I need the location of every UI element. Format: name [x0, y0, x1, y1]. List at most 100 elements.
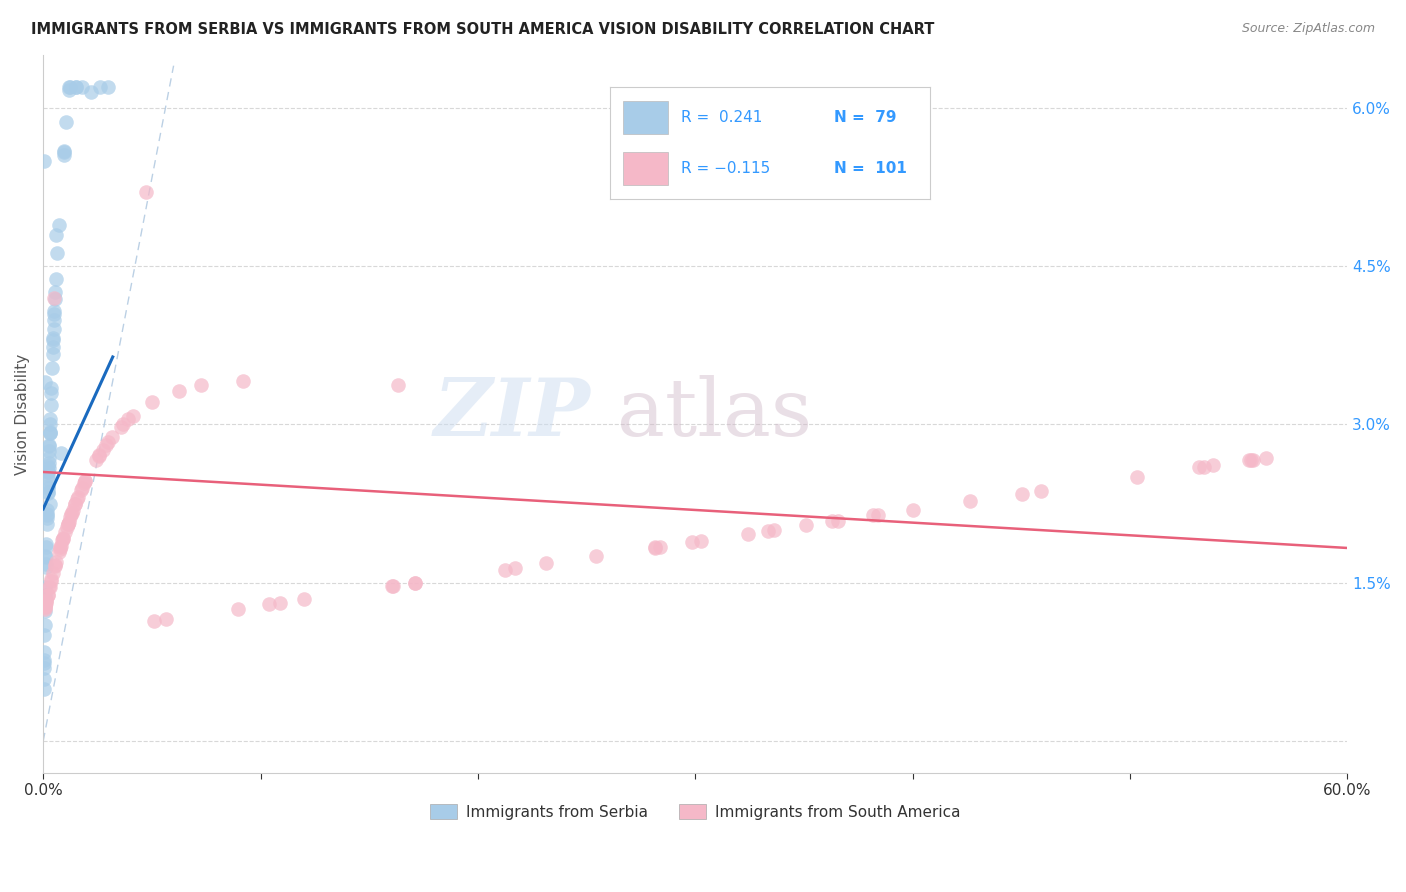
Point [381, 579, 404, 593]
Point [35, 550, 58, 565]
Point [42, 313, 65, 327]
Point [65, 79, 87, 94]
Point [62, 503, 84, 517]
Point [503, 561, 526, 575]
Point [1241, 452, 1264, 467]
Point [58, 79, 80, 94]
Point [292, 592, 315, 607]
Point [142, 614, 165, 628]
Point [37, 507, 59, 521]
Point [32, 653, 55, 667]
Point [37, 508, 59, 523]
Point [58, 515, 80, 529]
Point [46, 245, 69, 260]
Point [58, 83, 80, 97]
Point [190, 378, 212, 392]
Point [1202, 458, 1225, 473]
Point [37, 472, 59, 486]
Point [37, 468, 59, 483]
Point [63, 497, 86, 511]
Point [35, 557, 58, 571]
Point [39, 574, 62, 589]
Point [39, 386, 62, 401]
Point [44, 285, 66, 300]
Point [1029, 483, 1052, 498]
Point [827, 514, 849, 528]
Point [56, 516, 79, 531]
Point [32, 673, 55, 687]
Text: IMMIGRANTS FROM SERBIA VS IMMIGRANTS FROM SOUTH AMERICA VISION DISABILITY CORREL: IMMIGRANTS FROM SERBIA VS IMMIGRANTS FRO… [31, 22, 935, 37]
Point [48, 545, 70, 559]
Point [37, 458, 59, 473]
Point [52, 148, 75, 162]
Point [49, 539, 72, 553]
Point [1237, 453, 1260, 467]
Point [32, 681, 55, 696]
Point [70, 481, 93, 495]
Point [38, 425, 60, 440]
Y-axis label: Vision Disability: Vision Disability [15, 353, 30, 475]
Point [112, 417, 135, 432]
Point [1194, 459, 1216, 474]
Point [91, 442, 114, 457]
Point [155, 612, 177, 626]
Point [110, 420, 132, 434]
Point [66, 491, 89, 506]
Point [42, 322, 65, 336]
Point [59, 79, 82, 94]
Point [41, 361, 63, 376]
Point [44, 304, 66, 318]
Point [42, 291, 65, 305]
Point [38, 425, 60, 440]
Point [35, 596, 58, 610]
Point [41, 572, 63, 586]
Point [32, 656, 55, 670]
Point [1240, 452, 1263, 467]
Point [44, 307, 66, 321]
Point [404, 575, 426, 590]
Point [34, 598, 56, 612]
Point [38, 497, 60, 511]
Point [37, 478, 59, 492]
Point [94, 438, 117, 452]
Point [39, 381, 62, 395]
Text: atlas: atlas [617, 375, 813, 453]
Point [84, 453, 107, 467]
Point [34, 588, 56, 602]
Point [37, 485, 59, 500]
Point [42, 340, 65, 354]
Point [35, 537, 58, 551]
Point [34, 549, 56, 563]
Point [39, 417, 62, 432]
Point [37, 481, 59, 495]
Point [53, 145, 76, 159]
Point [38, 425, 60, 439]
Point [650, 540, 672, 554]
Point [1011, 486, 1033, 500]
Point [644, 541, 666, 555]
Point [756, 524, 779, 538]
Point [52, 532, 75, 546]
Point [41, 347, 63, 361]
Point [39, 411, 62, 425]
Point [34, 627, 56, 641]
Point [75, 474, 97, 488]
Point [32, 645, 55, 659]
Point [494, 562, 516, 576]
Point [73, 475, 96, 490]
Point [45, 272, 67, 286]
Point [901, 502, 924, 516]
Point [167, 384, 190, 398]
Point [38, 580, 60, 594]
Point [67, 490, 90, 504]
Point [862, 508, 884, 523]
Point [49, 541, 72, 555]
Point [75, 474, 97, 488]
Point [117, 412, 139, 426]
Point [34, 600, 56, 615]
Point [257, 597, 280, 611]
Point [39, 398, 62, 412]
Point [80, 85, 103, 99]
Text: Source: ZipAtlas.com: Source: ZipAtlas.com [1241, 22, 1375, 36]
Point [387, 377, 409, 392]
